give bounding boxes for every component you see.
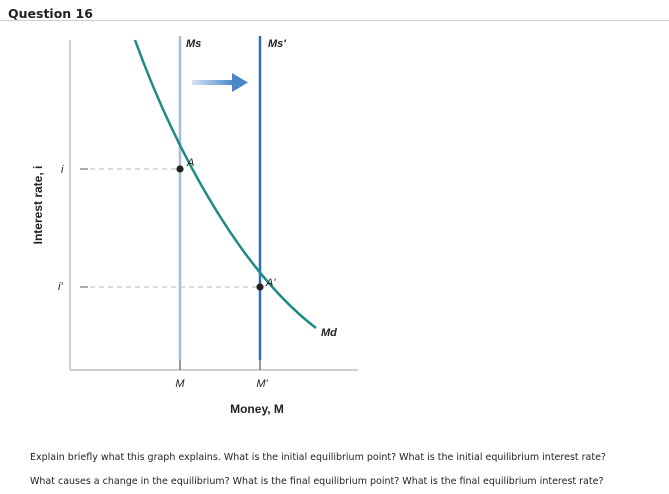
y-axis-title: Interest rate, i bbox=[31, 166, 45, 245]
money-market-graph: Ms Ms' Md A A' i i' M M' Money, M Intere… bbox=[31, 36, 358, 416]
equilibrium-point-a bbox=[176, 165, 184, 173]
question-text: Explain briefly what this graph explains… bbox=[30, 446, 660, 494]
money-demand-curve bbox=[133, 39, 317, 329]
question-text-line-2: What causes a change in the equilibrium?… bbox=[30, 476, 604, 487]
equilibrium-point-a-prime bbox=[256, 283, 264, 291]
md-label: Md bbox=[321, 327, 337, 339]
title-divider bbox=[0, 20, 669, 21]
question-title: Question 16 bbox=[8, 6, 93, 21]
point-a-label: A bbox=[186, 157, 194, 169]
x-axis-title: Money, M bbox=[230, 402, 284, 416]
point-a-prime-label: A' bbox=[265, 277, 276, 289]
ms-label: Ms bbox=[186, 38, 201, 50]
y-tick-label-i: i bbox=[61, 164, 64, 176]
supply-shift-arrow bbox=[192, 73, 248, 92]
y-tick-label-i-prime: i' bbox=[58, 281, 63, 293]
question-text-line-1: Explain briefly what this graph explains… bbox=[30, 452, 606, 463]
ms-prime-label: Ms' bbox=[268, 38, 286, 50]
x-tick-label-m-prime: M' bbox=[256, 378, 268, 390]
x-tick-label-m: M bbox=[175, 378, 185, 390]
